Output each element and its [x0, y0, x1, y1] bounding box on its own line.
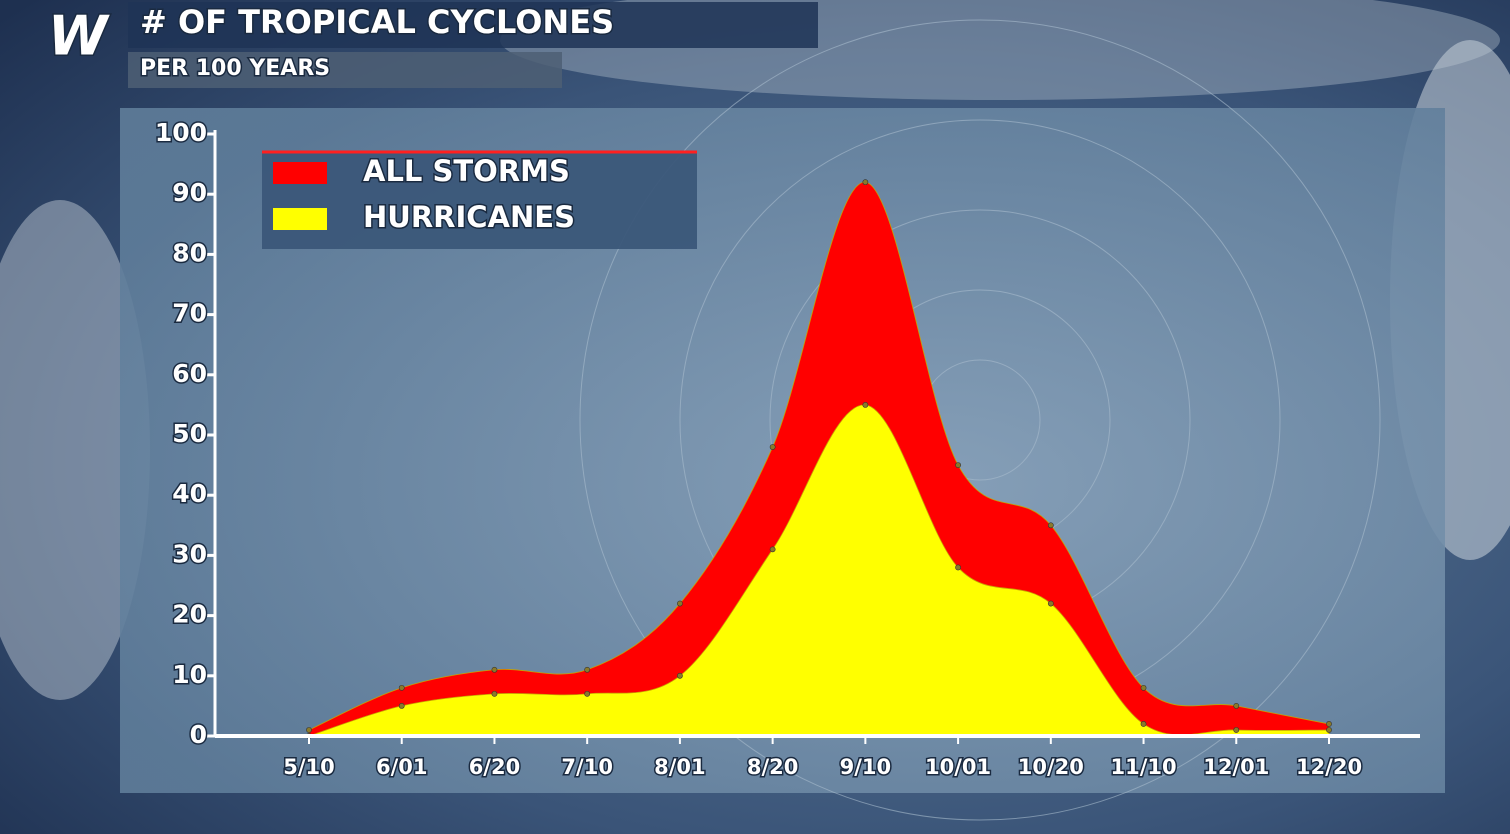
y-tick-label: 60 — [172, 359, 207, 388]
data-point — [862, 401, 869, 408]
logo: W — [48, 5, 110, 68]
data-point — [1047, 600, 1054, 607]
x-tick-label: 11/10 — [1110, 755, 1176, 779]
data-point — [1326, 721, 1332, 727]
x-tick-label: 9/10 — [840, 755, 892, 779]
data-point — [398, 703, 405, 709]
x-tick-label: 8/01 — [654, 755, 706, 779]
y-tick-label: 50 — [172, 419, 207, 448]
data-point — [862, 179, 869, 186]
legend-swatch — [273, 162, 327, 184]
data-point — [491, 690, 498, 697]
y-tick-label: 90 — [172, 178, 207, 207]
data-point — [491, 666, 498, 673]
data-point — [1140, 721, 1147, 727]
y-tick-label: 20 — [172, 600, 207, 629]
y-tick-label: 40 — [172, 479, 207, 508]
chart-subtitle: PER 100 YEARS — [140, 56, 330, 81]
data-point — [769, 546, 776, 553]
data-point — [1047, 522, 1054, 529]
area — [308, 404, 1330, 736]
plot — [306, 179, 1332, 739]
y-tick-label: 100 — [155, 118, 207, 147]
y-tick-label: 0 — [190, 720, 207, 749]
x-tick-label: 12/01 — [1203, 755, 1269, 779]
x-tick-label: 6/20 — [469, 755, 521, 779]
legend-swatch — [273, 208, 327, 230]
legend-label: HURRICANES — [363, 200, 575, 234]
data-point — [955, 462, 961, 468]
chart-title: # OF TROPICAL CYCLONES — [140, 3, 614, 41]
x-tick-label: 10/01 — [925, 755, 991, 779]
x-tick-label: 8/20 — [747, 755, 799, 779]
x-tick-label: 10/20 — [1018, 755, 1084, 779]
data-point — [955, 564, 961, 571]
title-bar — [128, 2, 818, 48]
x-tick-label: 5/10 — [283, 755, 335, 779]
data-point — [584, 690, 591, 697]
subtitle-bar — [128, 52, 562, 88]
legend-label: ALL STORMS — [363, 154, 570, 188]
data-point — [677, 600, 683, 607]
y-tick-label: 10 — [172, 660, 207, 689]
y-tick-label: 80 — [172, 238, 207, 267]
data-point — [677, 672, 683, 679]
data-point — [1140, 684, 1147, 691]
cloud — [0, 200, 150, 700]
data-point — [769, 444, 776, 450]
y-tick-label: 70 — [172, 299, 207, 328]
data-point — [306, 727, 312, 733]
data-point — [1233, 727, 1240, 733]
series-group — [308, 181, 1330, 736]
data-point — [398, 684, 405, 691]
data-point — [1326, 727, 1332, 733]
data-point — [1233, 703, 1240, 709]
y-tick-label: 30 — [172, 539, 207, 568]
data-point — [584, 666, 591, 673]
x-tick-label: 6/01 — [376, 755, 428, 779]
legend-box — [262, 152, 697, 249]
x-tick-label: 12/20 — [1296, 755, 1362, 779]
x-tick-label: 7/10 — [561, 755, 613, 779]
